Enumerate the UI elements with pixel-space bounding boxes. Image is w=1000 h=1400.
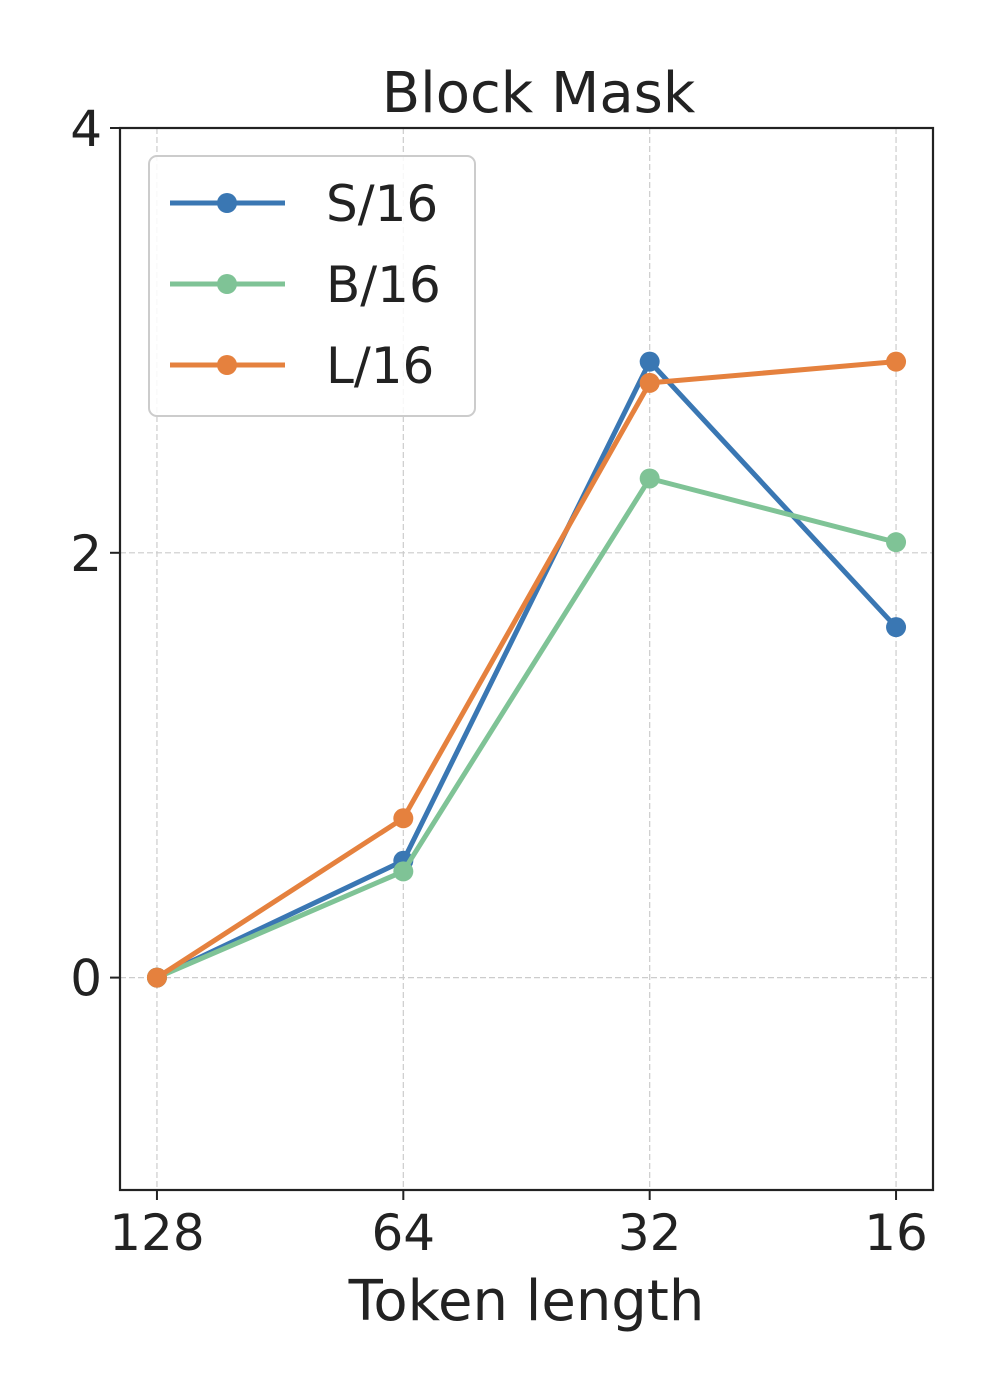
legend-item: S/16: [170, 175, 438, 233]
legend-marker: [217, 274, 237, 294]
chart-title: Block Mask: [382, 61, 696, 126]
plot-frame: [118, 126, 935, 1192]
x-tick-label: 128: [109, 1204, 204, 1262]
data-point: [639, 351, 660, 372]
series-line: [155, 359, 897, 980]
data-point: [146, 967, 167, 988]
legend-item: L/16: [170, 337, 434, 395]
series-layer: [146, 351, 907, 988]
legend-marker: [217, 355, 237, 375]
y-tick-label: 2: [70, 525, 102, 583]
data-point: [393, 808, 414, 829]
series-l-16: [146, 351, 907, 988]
data-point: [886, 532, 907, 553]
data-point: [886, 351, 907, 372]
legend-label: B/16: [326, 256, 441, 314]
x-axis-title: Token length: [348, 1269, 705, 1334]
legend-label: L/16: [326, 337, 434, 395]
data-point: [393, 861, 414, 882]
x-tick-label: 16: [864, 1204, 928, 1262]
y-tick-label: 4: [70, 100, 102, 158]
series-line: [156, 476, 897, 980]
data-point: [886, 617, 907, 638]
legend-box: [148, 155, 476, 417]
series-s-16: [146, 351, 907, 988]
data-point: [639, 372, 660, 393]
legend: S/16 B/16 L/16: [148, 155, 476, 417]
x-tick-label: 32: [618, 1204, 682, 1262]
legend-label: S/16: [326, 175, 438, 233]
series-line: [155, 359, 898, 980]
data-point: [639, 468, 660, 489]
legend-item: B/16: [170, 256, 441, 314]
legend-marker: [217, 193, 237, 213]
x-tick-label: 64: [372, 1204, 436, 1262]
y-tick-label: 0: [70, 950, 102, 1008]
ticks-layer: 128 64 32 16 0 2 4: [70, 100, 928, 1262]
